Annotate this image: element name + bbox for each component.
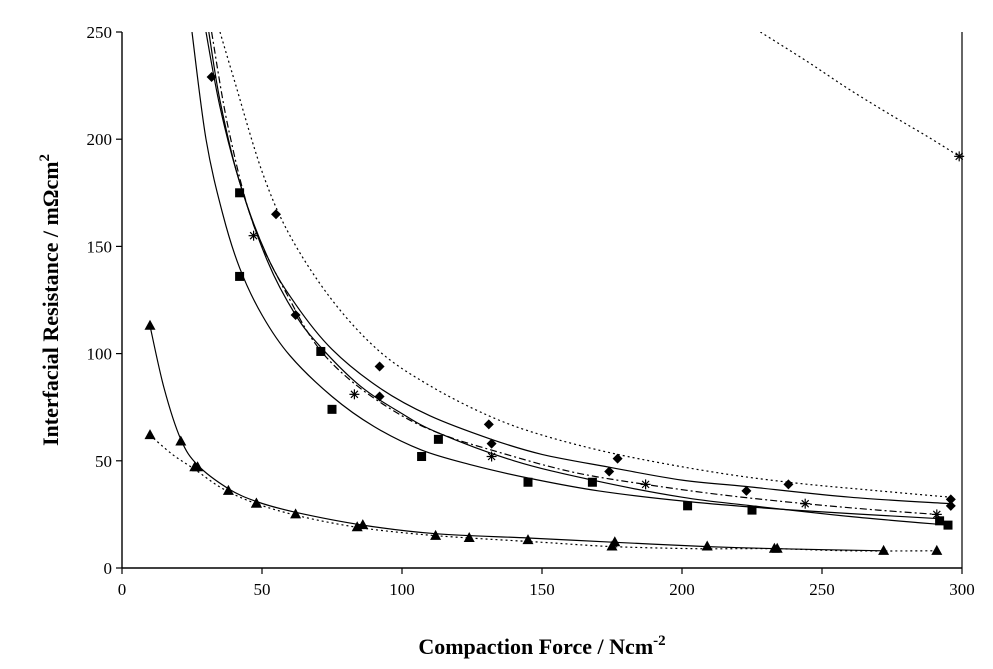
series-7-point (144, 429, 156, 440)
series-1-point (374, 361, 385, 372)
y-tick-label: 0 (104, 559, 113, 578)
series-3-point (640, 479, 651, 490)
series-2-point (604, 466, 615, 477)
series-7-point (463, 531, 475, 542)
x-tick-label: 50 (254, 580, 271, 599)
series-2-point (486, 438, 497, 449)
axes: 0 50 100 150 200 250 300 0 50 100 150 200 250 (87, 23, 975, 599)
series-5-point (523, 477, 533, 487)
x-axis-title-text: Compaction Force / Ncm (418, 634, 653, 659)
x-tick-label: 0 (118, 580, 127, 599)
series-4 (205, 32, 953, 530)
y-axis-title: Interfacial Resistance / mΩcm2 (37, 154, 63, 446)
y-tick-label: 150 (87, 237, 113, 256)
series-6-point (430, 529, 442, 540)
series-7-point (931, 544, 943, 555)
series-1-point (612, 453, 623, 464)
y-tick-label: 100 (87, 345, 113, 364)
series-4-line (205, 32, 949, 526)
series-4-point (433, 434, 443, 444)
series-6-point (175, 435, 187, 446)
series-7-point (189, 461, 201, 472)
series-7-point (250, 497, 262, 508)
plot-background (122, 32, 962, 568)
series-8-line (760, 32, 960, 157)
series-5-point (327, 404, 337, 414)
x-tick-label: 200 (669, 580, 695, 599)
x-tick-label: 250 (809, 580, 835, 599)
series-5-line (191, 32, 940, 520)
series-6-point (222, 484, 234, 495)
series-7 (144, 429, 943, 555)
series-7-point (768, 542, 780, 553)
series-7-point (606, 540, 618, 551)
series-1-point (945, 494, 956, 505)
series-8 (760, 32, 965, 162)
series-6-point (878, 544, 890, 555)
series-3-point (800, 498, 811, 509)
y-axis-title-text: Interfacial Resistance / mΩcm (38, 161, 63, 446)
series-5-point (935, 516, 945, 526)
series-1 (219, 32, 956, 505)
x-tick-label: 100 (389, 580, 415, 599)
series-6-point (144, 319, 156, 330)
series-1-point (783, 479, 794, 490)
series-4-point (235, 188, 245, 198)
series-6-point (701, 540, 713, 551)
series-4-point (316, 346, 326, 356)
series-7-point (351, 521, 363, 532)
series-5-point (235, 271, 245, 281)
series-layer (144, 32, 965, 555)
series-2-point (374, 391, 385, 402)
series-4-point (943, 520, 953, 530)
x-axis-title: Compaction Force / Ncm-2 (418, 633, 665, 659)
series-2-point (945, 500, 956, 511)
series-8-point (954, 151, 965, 162)
x-axis-title-superscript: -2 (653, 633, 666, 649)
series-7-line (149, 434, 937, 552)
series-1-point (483, 419, 494, 430)
series-4-point (747, 505, 757, 515)
x-tick-label: 150 (529, 580, 555, 599)
series-2-point (741, 485, 752, 496)
y-tick-label: 200 (87, 130, 113, 149)
x-tick-label: 300 (949, 580, 975, 599)
series-4-point (587, 477, 597, 487)
plot-area (122, 32, 963, 568)
y-axis-title-superscript: 2 (37, 154, 53, 162)
series-5-point (417, 452, 427, 462)
series-5-point (683, 501, 693, 511)
series-3-point (349, 389, 360, 400)
series-1-point (271, 209, 281, 220)
y-tick-label: 50 (95, 452, 112, 471)
series-6 (144, 319, 890, 555)
y-tick-label: 250 (87, 23, 113, 42)
series-5 (191, 32, 945, 526)
